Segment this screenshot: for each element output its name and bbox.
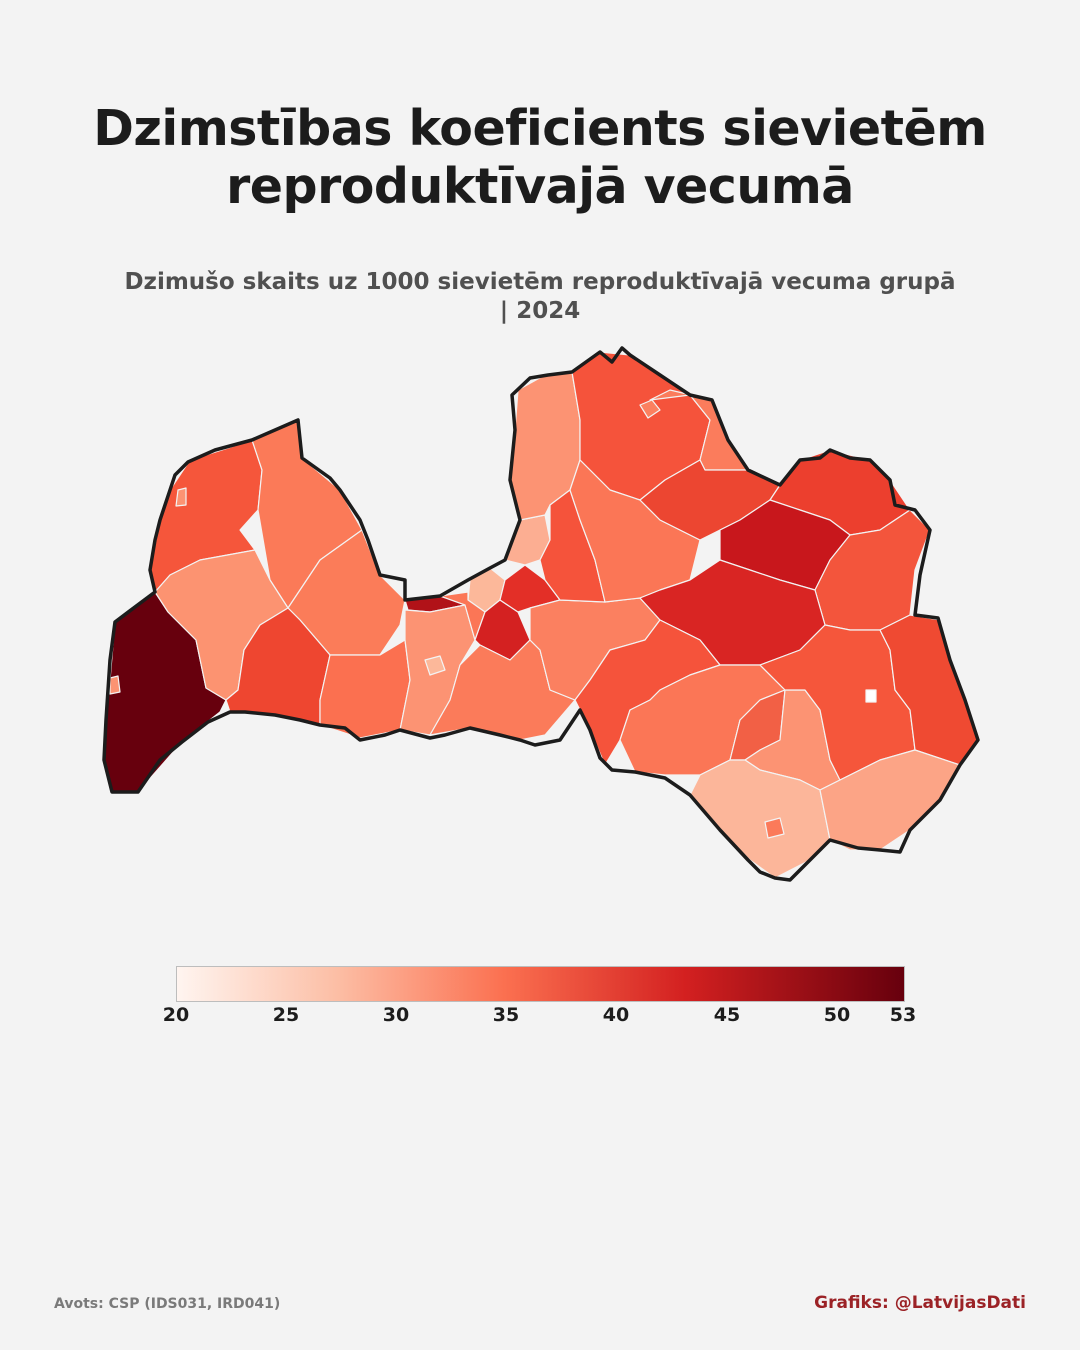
- city-ventspils-city: [175, 487, 187, 507]
- scale-tick-label: 35: [492, 1004, 520, 1026]
- city-rezekne-city: [865, 689, 877, 703]
- city-liepaja: [109, 675, 121, 695]
- scale-tick-label: 25: [272, 1004, 300, 1026]
- country-border: [102, 346, 980, 882]
- scale-tick-label: 53: [889, 1004, 917, 1026]
- region-dobele: [319, 639, 411, 739]
- scale-tick-label: 30: [382, 1004, 410, 1026]
- latvia-choropleth-map: [102, 346, 980, 882]
- scale-tick-label: 40: [602, 1004, 630, 1026]
- city-jelgava-city: [424, 655, 446, 676]
- credit-note: Grafiks: @LatvijasDati: [814, 1293, 1026, 1313]
- color-scale-bar: [176, 966, 905, 1002]
- source-note: Avots: CSP (IDS031, IRD041): [54, 1296, 281, 1312]
- scale-tick-label: 45: [713, 1004, 741, 1026]
- city-daugavpils-city: [764, 817, 785, 839]
- scale-tick-label: 20: [162, 1004, 190, 1026]
- city-valmiera-city: [639, 399, 661, 419]
- map-subtitle: Dzimušo skaits uz 1000 sievietēm reprodu…: [124, 269, 956, 324]
- map-title: Dzimstības koeficients sievietēm reprodu…: [93, 100, 987, 215]
- scale-tick-label: 50: [823, 1004, 851, 1026]
- map-regions: [103, 351, 979, 879]
